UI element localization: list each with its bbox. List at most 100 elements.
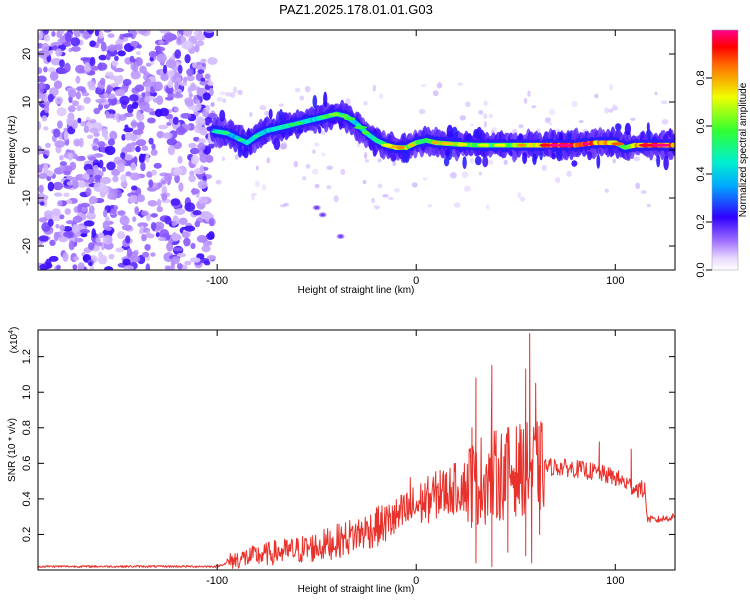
noise-blob (105, 71, 114, 77)
noise-blob (120, 181, 128, 188)
snr-line-layer (38, 333, 675, 569)
faint-noise-blob (520, 196, 526, 202)
noise-blob (75, 75, 81, 84)
faint-noise-blob (469, 157, 474, 164)
faint-noise-blob (266, 157, 271, 164)
ridge-peak (493, 143, 507, 147)
noise-blob (190, 188, 200, 195)
noise-blob (185, 100, 194, 107)
noise-blob (188, 93, 193, 98)
noise-blob (181, 231, 190, 238)
ridge-peak (641, 143, 654, 147)
noise-blob (137, 222, 149, 228)
faint-noise-blob (255, 180, 260, 188)
faint-noise-blob (326, 185, 332, 190)
faint-noise-blob (237, 89, 243, 96)
noise-blob (46, 170, 54, 177)
noise-blob (97, 232, 105, 239)
y-tick-label: 20 (21, 48, 33, 60)
noise-blob (88, 242, 95, 251)
faint-noise-blob (646, 203, 652, 208)
noise-blob (188, 142, 197, 149)
noise-blob (130, 255, 141, 263)
y-tick-label: -10 (21, 190, 33, 206)
noise-blob (184, 225, 196, 232)
faint-noise-blob (377, 158, 382, 163)
noise-blob (186, 75, 195, 82)
faint-noise-blob (633, 156, 641, 162)
noise-blob (158, 124, 169, 130)
faint-noise-blob (364, 159, 370, 163)
noise-blob (192, 210, 202, 216)
noise-blob (132, 216, 137, 223)
faint-noise-blob (531, 105, 537, 109)
faint-noise-blob (478, 171, 483, 176)
noise-blob (59, 161, 67, 167)
ridge-smear (668, 128, 672, 138)
noise-blob (210, 102, 215, 107)
noise-blob (137, 30, 148, 35)
ridge-smear (219, 109, 226, 122)
noise-blob (195, 101, 202, 111)
noise-blob (106, 161, 116, 171)
noise-blob (158, 236, 167, 242)
noise-blob (139, 225, 144, 231)
noise-blob (75, 91, 81, 100)
colorbar-ticks: 0.0 0.2 0.4 0.6 0.8 (695, 70, 712, 278)
noise-blob (156, 206, 163, 213)
noise-blob (190, 147, 200, 155)
noise-blob (103, 93, 109, 99)
noise-blob (167, 70, 175, 78)
noise-blob (95, 237, 101, 243)
ridge-peak (656, 143, 670, 147)
noise-blob (104, 104, 109, 109)
noise-blob (65, 220, 75, 225)
faint-noise-blob (541, 164, 547, 172)
faint-noise-blob (302, 176, 307, 181)
faint-noise-blob (373, 205, 378, 209)
noise-blob (152, 98, 162, 103)
faint-noise-blob (478, 110, 484, 115)
noise-blob (190, 242, 196, 250)
noise-blob (38, 82, 47, 90)
noise-blob (145, 229, 151, 238)
snr-frame (37, 329, 676, 571)
noise-blob (89, 197, 95, 205)
faint-noise-blob (436, 82, 443, 89)
noise-blob (148, 137, 154, 145)
noise-blob (178, 217, 188, 225)
noise-blob (207, 240, 213, 246)
noise-blob (97, 141, 106, 148)
noise-blob (194, 40, 205, 46)
noise-blob (96, 37, 104, 44)
snr-scale-base: (x10 (9, 333, 20, 353)
noise-blob (72, 100, 79, 107)
faint-noise-blob (294, 87, 301, 93)
faint-noise-blob (411, 182, 418, 188)
ridge-peak (517, 143, 527, 147)
ridge-smear (268, 108, 273, 120)
ridge-core (672, 142, 675, 148)
noise-blob (110, 83, 119, 88)
faint-noise-blob (422, 177, 428, 181)
noise-blob (109, 130, 118, 141)
noise-blob (177, 64, 183, 75)
noise-blob (83, 31, 90, 40)
noise-blob (77, 262, 85, 270)
noise-blob (69, 161, 77, 171)
noise-blob (112, 175, 119, 183)
noise-blob (107, 138, 115, 146)
noise-blob (71, 180, 80, 189)
noise-blob (81, 92, 90, 97)
noise-blob (117, 50, 126, 57)
noise-blob (173, 167, 183, 176)
x-tick-label: 100 (606, 575, 624, 587)
faint-noise-blob (449, 172, 457, 179)
noise-blob (155, 231, 160, 238)
noise-blob (117, 162, 125, 173)
noise-blob (68, 240, 75, 251)
faint-noise-blob (255, 165, 259, 171)
noise-blob (76, 105, 82, 112)
ridge-smear (462, 156, 467, 170)
noise-blob (143, 71, 149, 76)
